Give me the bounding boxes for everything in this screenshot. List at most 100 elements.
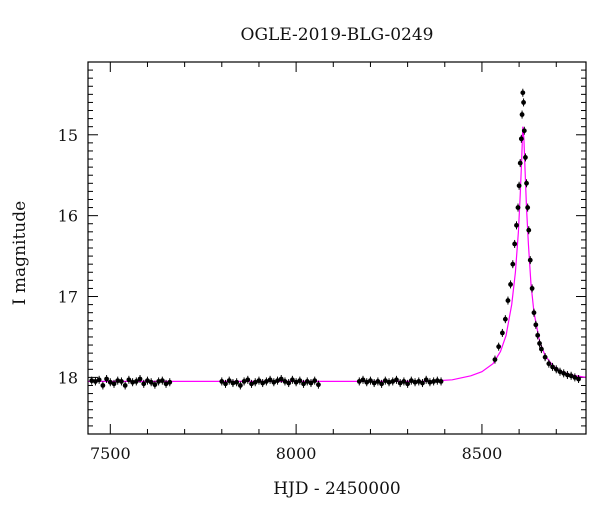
data-point (557, 369, 563, 375)
data-point (263, 379, 269, 384)
y-tick-label: 15 (58, 126, 78, 145)
data-point (512, 241, 518, 247)
data-point (219, 379, 225, 384)
y-tick-label: 18 (58, 368, 78, 387)
data-point (230, 380, 236, 386)
data-point (423, 377, 429, 383)
data-point (364, 379, 370, 385)
data-point (167, 379, 173, 385)
data-point (508, 281, 513, 287)
data-point (527, 257, 533, 263)
data-point (89, 378, 95, 384)
data-point (499, 330, 505, 336)
data-point (249, 381, 254, 387)
data-point (286, 380, 292, 386)
data-point (371, 380, 377, 386)
chart-title: OGLE-2019-BLG-0249 (241, 25, 434, 45)
data-point (518, 136, 524, 142)
data-point (533, 322, 539, 328)
data-point (375, 379, 381, 384)
data-point (245, 377, 251, 383)
data-point (267, 377, 273, 383)
data-point (550, 364, 555, 370)
data-point (516, 183, 522, 189)
data-point (529, 286, 535, 291)
data-point (382, 378, 388, 384)
model-curve (88, 126, 587, 382)
data-point (542, 354, 548, 360)
data-point (572, 374, 578, 380)
data-point (524, 180, 529, 186)
data-point (360, 377, 366, 383)
data-point (553, 366, 559, 372)
data-point (537, 341, 542, 346)
data-point (368, 378, 373, 384)
data-point (163, 381, 169, 387)
data-point (145, 378, 150, 384)
data-point (520, 90, 526, 96)
data-point (394, 377, 399, 383)
plot-area: 7500 8000 8500 15 16 17 18 (58, 62, 587, 463)
data-point (104, 376, 109, 382)
data-point (252, 379, 258, 385)
data-point (356, 379, 362, 384)
data-point (234, 379, 240, 385)
data-point (427, 379, 433, 385)
data-point (565, 372, 570, 378)
data-point (546, 361, 552, 367)
data-point (308, 380, 314, 386)
data-point (282, 379, 288, 384)
data-point (576, 376, 581, 382)
data-point (405, 381, 411, 387)
data-point (159, 378, 165, 384)
data-point (438, 379, 444, 384)
data-point (93, 379, 98, 384)
data-point (568, 373, 574, 379)
data-point (223, 381, 228, 387)
data-point (312, 378, 318, 384)
y-axis-label: I magnitude (10, 201, 30, 305)
data-point (412, 379, 418, 385)
data-point (539, 346, 544, 352)
x-tick-label: 8000 (276, 444, 317, 463)
data-point (96, 377, 102, 383)
data-point (111, 381, 117, 387)
data-point (521, 100, 526, 105)
data-point (431, 379, 437, 384)
data-point (416, 379, 422, 384)
data-point (107, 379, 113, 385)
y-tick-label: 16 (58, 207, 78, 226)
data-point (126, 377, 132, 383)
data-point (525, 205, 531, 210)
data-point (297, 378, 303, 384)
data-point (502, 316, 508, 322)
data-point (505, 298, 511, 303)
data-point (141, 381, 147, 387)
data-point (420, 380, 425, 386)
data-point (304, 379, 310, 384)
data-point (226, 378, 232, 384)
data-point (260, 380, 266, 386)
data-point (133, 379, 139, 384)
data-point (237, 383, 243, 388)
data-point (519, 112, 525, 117)
data-point (531, 310, 537, 316)
plot-frame (87, 61, 587, 435)
data-point (526, 227, 532, 233)
data-point (256, 378, 262, 384)
x-axis-label: HJD - 2450000 (273, 479, 401, 499)
x-tick-label: 7500 (90, 444, 131, 463)
data-point (535, 332, 541, 338)
data-point (316, 382, 321, 388)
data-point (122, 383, 128, 388)
data-point (278, 376, 284, 382)
data-point (434, 378, 440, 384)
data-point (523, 155, 528, 160)
data-point (379, 381, 384, 387)
data-point (386, 379, 392, 385)
data-point (290, 377, 295, 383)
data-point (301, 381, 306, 387)
data-point (401, 379, 407, 384)
data-point (510, 261, 516, 267)
